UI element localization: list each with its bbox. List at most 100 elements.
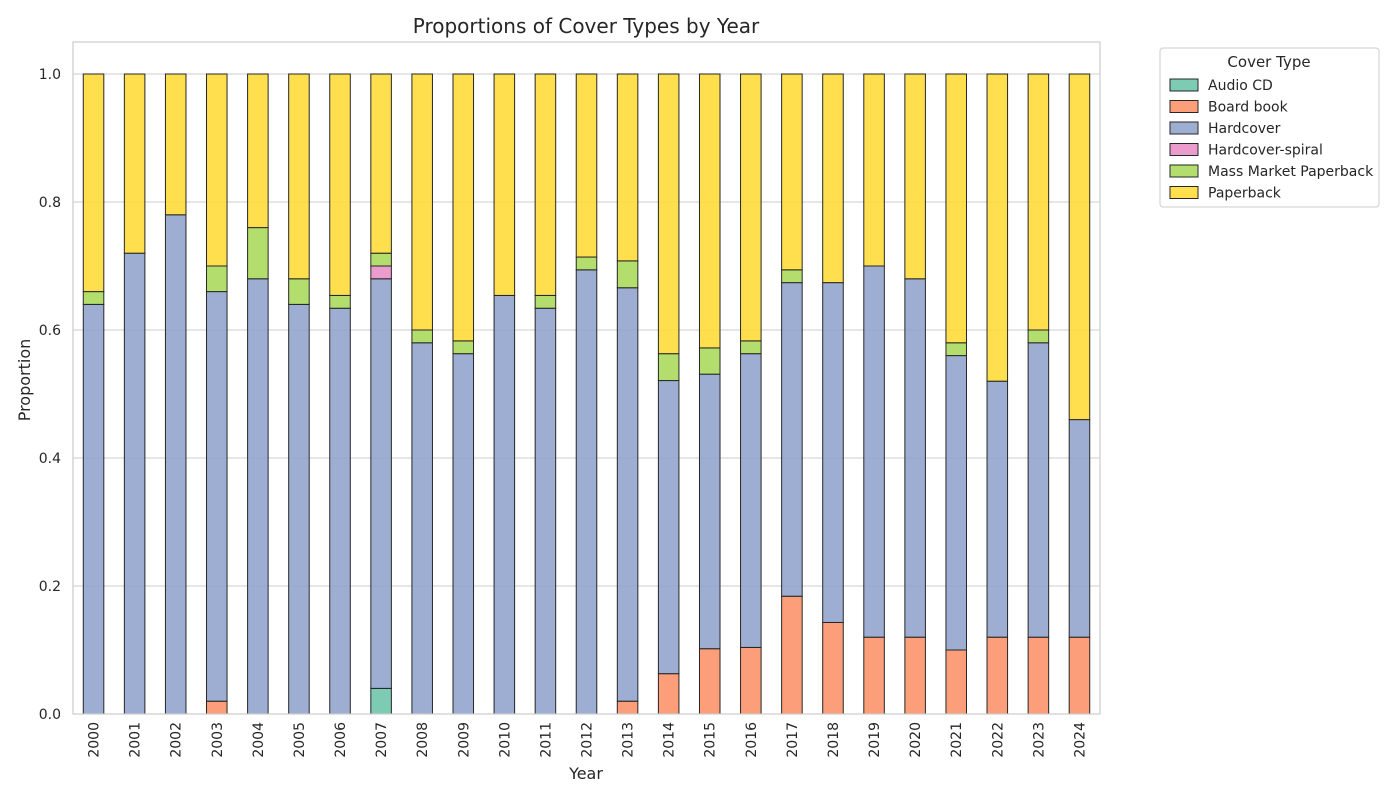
bar-segment xyxy=(206,265,228,293)
x-tick-label: 2005 xyxy=(292,722,308,758)
legend-label: Paperback xyxy=(1208,186,1282,202)
bar-segment xyxy=(247,227,269,280)
x-tick-label: 2020 xyxy=(908,722,924,758)
bar-segment xyxy=(329,294,351,309)
bar-segment xyxy=(288,278,310,305)
bar-segment xyxy=(657,380,680,675)
bar-segment xyxy=(822,73,844,284)
bar-segment xyxy=(616,700,639,715)
bar-segment xyxy=(657,673,680,715)
bar-segment xyxy=(616,73,639,262)
bar-segment xyxy=(1027,342,1050,638)
x-tick-label: 2007 xyxy=(374,722,390,758)
bar-segment xyxy=(370,265,392,280)
x-tick-label: 2017 xyxy=(785,722,801,758)
x-tick-label: 2011 xyxy=(538,722,554,758)
bar-segment xyxy=(1068,73,1091,421)
x-tick-label: 2018 xyxy=(826,722,842,758)
x-tick-labels: 2000 2001 2002 2003 2004 2005 2006 2007 2008 2009… xyxy=(87,722,1089,758)
x-tick-label: 2003 xyxy=(210,722,226,758)
legend-swatch xyxy=(1169,100,1199,113)
legend-items: Audio CD Board book Hardcover Hardcover-spi… xyxy=(1169,78,1374,202)
bar-segment xyxy=(82,291,105,305)
bar-segment xyxy=(1027,329,1050,344)
legend-title: Cover Type xyxy=(1227,53,1310,71)
bar-segment xyxy=(452,73,475,342)
x-tick-label: 2024 xyxy=(1072,722,1088,758)
legend-label: Board book xyxy=(1208,100,1289,116)
bar-segment xyxy=(123,252,146,715)
bar-segment xyxy=(945,649,967,715)
x-tick-label: 2010 xyxy=(497,722,513,758)
bar-segment xyxy=(986,73,1009,382)
bar-segment xyxy=(452,340,475,355)
legend-frame xyxy=(1159,47,1380,208)
bar-segment xyxy=(534,307,557,715)
x-tick-label: 2012 xyxy=(580,722,596,758)
bar-segment xyxy=(82,73,105,293)
chart-title: Proportions of Cover Types by Year xyxy=(413,14,760,38)
bar-segment xyxy=(698,373,721,650)
bar-segment xyxy=(945,342,967,357)
bar-segment xyxy=(370,73,392,254)
bar-segment xyxy=(493,73,516,296)
legend-label: Hardcover xyxy=(1208,121,1281,137)
bar-segment xyxy=(575,269,598,715)
bar-segment xyxy=(575,73,598,258)
bar-segment xyxy=(863,636,885,715)
legend-label: Mass Market Paperback xyxy=(1208,164,1374,180)
bar-segment xyxy=(904,73,926,280)
legend-label: Audio CD xyxy=(1208,78,1273,94)
bar-segment xyxy=(863,265,885,638)
y-tick-label: 1.0 xyxy=(39,67,61,83)
bar-segment xyxy=(206,700,228,715)
x-tick-label: 2009 xyxy=(456,722,472,758)
bar-segment xyxy=(370,687,392,715)
bar-segment xyxy=(370,252,392,267)
bar-segment xyxy=(452,353,475,715)
bar-segment xyxy=(247,278,269,715)
x-tick-label: 2016 xyxy=(744,722,760,758)
legend-swatch xyxy=(1169,164,1199,178)
x-tick-label: 2013 xyxy=(621,722,637,758)
x-tick-label: 2008 xyxy=(415,722,431,758)
x-tick-label: 2002 xyxy=(169,722,185,758)
bar-segment xyxy=(657,353,680,382)
y-tick-labels: 0.0 0.2 0.4 0.6 0.8 1.0 xyxy=(39,67,61,723)
legend: Cover Type Audio CD Board book Hardcover Ha… xyxy=(1159,47,1380,208)
legend-swatch xyxy=(1169,186,1199,199)
bar-segment xyxy=(123,73,146,254)
x-tick-label: 2015 xyxy=(703,722,719,758)
y-tick-label: 0.6 xyxy=(39,323,61,339)
x-tick-label: 2019 xyxy=(867,722,883,758)
bar-segment xyxy=(1068,636,1091,715)
bar-segment xyxy=(698,73,721,349)
y-tick-label: 0.2 xyxy=(39,579,61,595)
bar-segment xyxy=(904,278,926,638)
y-axis-title: Proportion xyxy=(15,339,34,422)
bar-segment xyxy=(740,646,762,715)
bar-segment xyxy=(945,73,967,344)
bar-segment xyxy=(411,73,433,331)
bar-segment xyxy=(370,278,392,689)
bar-segment xyxy=(740,340,762,355)
bar-segment xyxy=(863,73,885,267)
bar-segment xyxy=(164,214,187,715)
x-tick-label: 2004 xyxy=(251,722,267,758)
bar-segment xyxy=(493,294,516,715)
bar-segment xyxy=(411,329,433,344)
bar-segment xyxy=(616,287,639,702)
bar-segment xyxy=(781,595,803,715)
y-tick-label: 0.4 xyxy=(39,451,61,467)
bar-segment xyxy=(986,380,1009,638)
bar-segment xyxy=(575,256,598,271)
bar-segment xyxy=(206,73,228,267)
bar-segment xyxy=(329,73,351,296)
bar-segment xyxy=(945,355,967,651)
bar-segment xyxy=(904,636,926,715)
legend-label: Hardcover-spiral xyxy=(1208,143,1323,159)
bar-segment xyxy=(781,269,803,284)
y-tick-label: 0.8 xyxy=(39,195,61,211)
